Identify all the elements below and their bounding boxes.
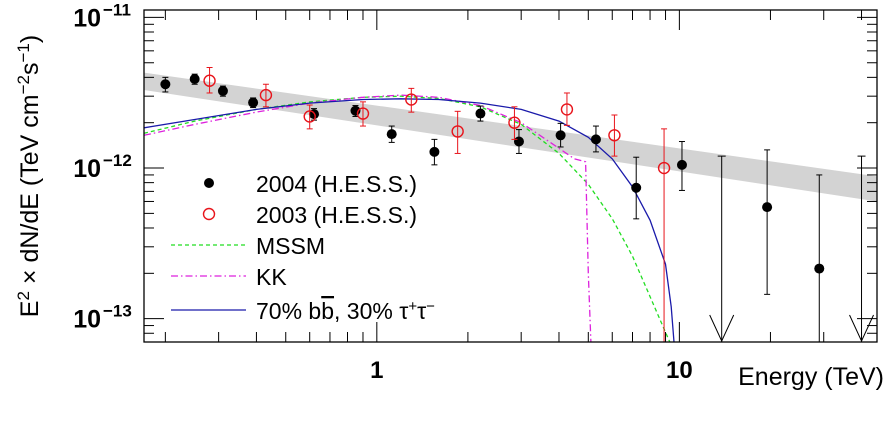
plot-area: [144, 67, 877, 342]
data-point-2004-14: [762, 202, 773, 213]
legend-label-2003: 2003 (H.E.S.S.): [256, 202, 417, 228]
legend-label-mssm: MSSM: [256, 233, 325, 259]
legend-marker-2004: [204, 178, 214, 188]
data-point-2004-10: [555, 130, 566, 141]
legend-label-kk: KK: [256, 264, 287, 290]
y-title-e-sup: 2: [14, 291, 33, 300]
y-tick-label-0: 10: [73, 306, 101, 334]
data-point-2003-7: [560, 103, 574, 116]
y-title-mid: × dN/dE (TeV cm: [16, 94, 44, 291]
data-point-2003-4: [405, 93, 418, 106]
data-point-2004-13: [676, 159, 687, 170]
data-point-2004-7: [429, 146, 440, 157]
x-axis-title: Energy (TeV): [738, 363, 884, 391]
legend: 2004 (H.E.S.S.) 2003 (H.E.S.S.) MSSM KK …: [171, 171, 435, 324]
x-tick-label-0: 1: [370, 357, 383, 384]
legend-mix-a: 70% b: [256, 298, 321, 324]
data-point-2004-0: [160, 79, 171, 90]
data-point-2004-9: [513, 136, 524, 147]
data-point-2003-3: [356, 107, 370, 120]
data-point-2004-1: [189, 74, 200, 85]
y-axis-title: E2 × dN/dE (TeV cm−2s−1): [14, 35, 44, 317]
legend-mix-bbar: b: [321, 298, 334, 324]
fit-band: [144, 72, 877, 202]
legend-mix-c: , 30% τ: [334, 298, 408, 324]
data-point-2003-1: [259, 88, 273, 102]
legend-label-mix: 70% bb, 30% τ+τ−: [256, 298, 435, 324]
y-tick-exponent-2: −11: [103, 0, 131, 19]
x-tick-label-1: 10: [666, 357, 693, 384]
data-point-2004-15: [814, 263, 825, 274]
data-point-2004-6: [386, 129, 397, 140]
data-point-2003-2: [303, 110, 316, 123]
data-point-2004-2: [217, 85, 228, 96]
y-title-end: ): [16, 35, 44, 43]
plot-frame: [143, 9, 878, 343]
data-point-2004-12: [631, 182, 642, 193]
legend-entry-2004: 2004 (H.E.S.S.): [204, 171, 417, 197]
data-point-2003-6: [508, 116, 521, 129]
y-title-e: E: [16, 301, 44, 318]
bb-tau-curve: [144, 98, 675, 342]
legend-mix-minus: −: [426, 298, 435, 315]
y-tick-label-1: 10: [73, 155, 101, 183]
y-tick-label-2: 10: [73, 4, 101, 32]
legend-mix-plus: +: [408, 298, 417, 315]
legend-entry-mix: 70% bb, 30% τ+τ−: [171, 298, 435, 324]
legend-entry-mssm: MSSM: [171, 233, 325, 259]
legend-label-2004: 2004 (H.E.S.S.): [256, 171, 417, 197]
y-title-cm-sup: −2: [14, 75, 33, 94]
data-point-2004-8: [475, 108, 486, 119]
legend-entry-kk: KK: [171, 264, 287, 290]
data-point-2003-8: [608, 129, 621, 142]
y-tick-exponent-0: −13: [103, 302, 132, 321]
data-point-2003-0: [203, 74, 216, 87]
y-tick-exponent-1: −12: [103, 151, 132, 170]
upper-limit-arrow-0: [709, 314, 735, 342]
y-title-s: s: [16, 63, 44, 76]
data-point-2003-9: [657, 161, 671, 175]
legend-marker-2003: [202, 207, 216, 221]
y-title-s-sup: −1: [14, 43, 33, 62]
legend-entry-2003: 2003 (H.E.S.S.): [202, 202, 417, 228]
data-point-2004-3: [248, 97, 259, 108]
legend-mix-d: τ: [417, 298, 426, 324]
data-point-2004-11: [590, 134, 601, 145]
data-point-2003-5: [451, 125, 464, 138]
